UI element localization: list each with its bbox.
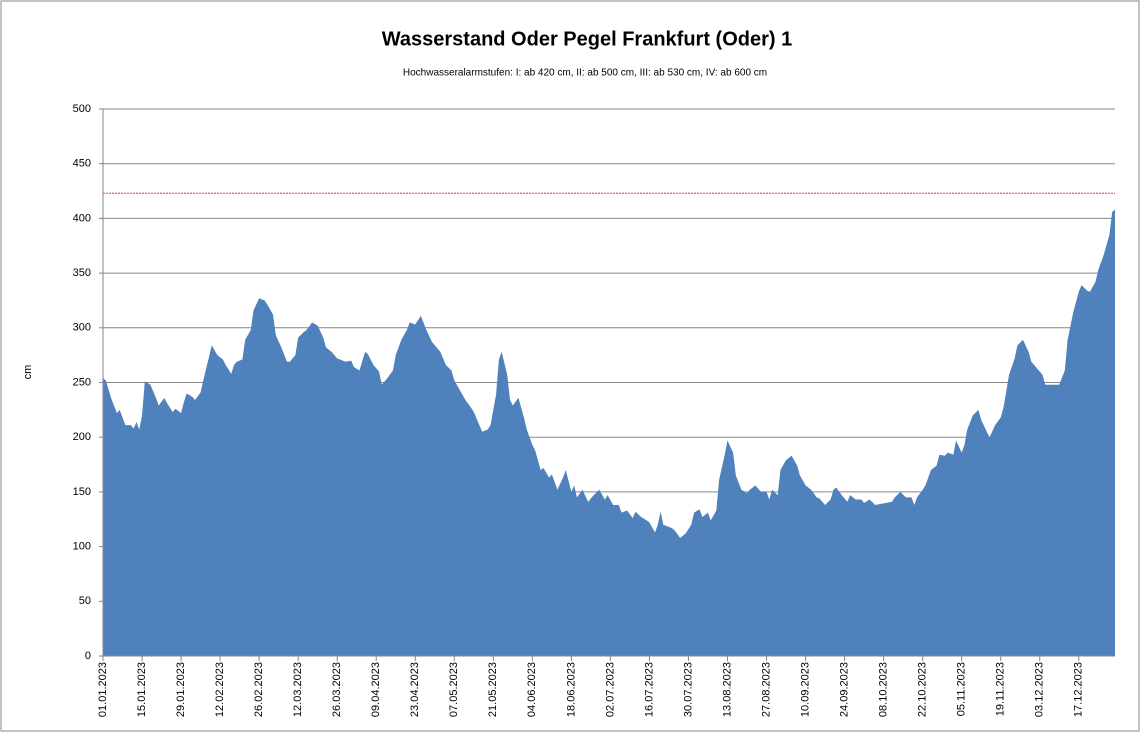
x-tick-label: 08.10.2023 <box>878 662 890 717</box>
y-tick-label: 400 <box>73 212 91 224</box>
x-tick-label: 26.03.2023 <box>331 662 343 717</box>
x-tick-label: 27.08.2023 <box>760 662 772 717</box>
x-tick-label: 04.06.2023 <box>526 662 538 717</box>
x-tick-label: 15.01.2023 <box>136 662 148 717</box>
y-tick-label: 200 <box>73 431 91 443</box>
x-tick-label: 21.05.2023 <box>487 662 499 717</box>
x-tick-label: 30.07.2023 <box>682 662 694 717</box>
x-tick-label: 22.10.2023 <box>917 662 929 717</box>
y-tick-label: 50 <box>79 595 91 607</box>
x-tick-label: 18.06.2023 <box>565 662 577 717</box>
y-tick-label: 0 <box>85 650 91 662</box>
x-tick-label: 17.12.2023 <box>1073 662 1085 717</box>
x-tick-label: 02.07.2023 <box>604 662 616 717</box>
x-tick-label: 26.02.2023 <box>253 662 265 717</box>
x-tick-label: 03.12.2023 <box>1034 662 1046 717</box>
y-axis-label: cm <box>22 365 34 380</box>
x-tick-label: 09.04.2023 <box>370 662 382 717</box>
y-tick-label: 150 <box>73 486 91 498</box>
x-tick-label: 12.03.2023 <box>292 662 304 717</box>
y-tick-label: 250 <box>73 376 91 388</box>
y-tick-label: 450 <box>73 158 91 170</box>
area <box>103 209 1115 656</box>
x-tick-label: 16.07.2023 <box>643 662 655 717</box>
chart-subtitle: Hochwasseralarmstufen: I: ab 420 cm, II:… <box>403 68 767 79</box>
y-tick-label: 300 <box>73 322 91 334</box>
x-tick-label: 29.01.2023 <box>175 662 187 717</box>
x-tick-label: 19.11.2023 <box>995 662 1007 716</box>
x-tick-label: 10.09.2023 <box>799 662 811 717</box>
x-tick-label: 01.01.2023 <box>97 662 109 717</box>
x-tick-label: 05.11.2023 <box>956 662 968 716</box>
x-tick-label: 23.04.2023 <box>409 662 421 717</box>
x-tick-label: 24.09.2023 <box>838 662 850 717</box>
y-tick-label: 350 <box>73 267 91 279</box>
y-tick-label: 100 <box>73 541 91 553</box>
chart-title: Wasserstand Oder Pegel Frankfurt (Oder) … <box>382 28 792 50</box>
y-tick-label: 500 <box>73 103 91 115</box>
x-tick-label: 13.08.2023 <box>721 662 733 717</box>
x-tick-label: 07.05.2023 <box>448 662 460 717</box>
x-tick-label: 12.02.2023 <box>214 662 226 717</box>
